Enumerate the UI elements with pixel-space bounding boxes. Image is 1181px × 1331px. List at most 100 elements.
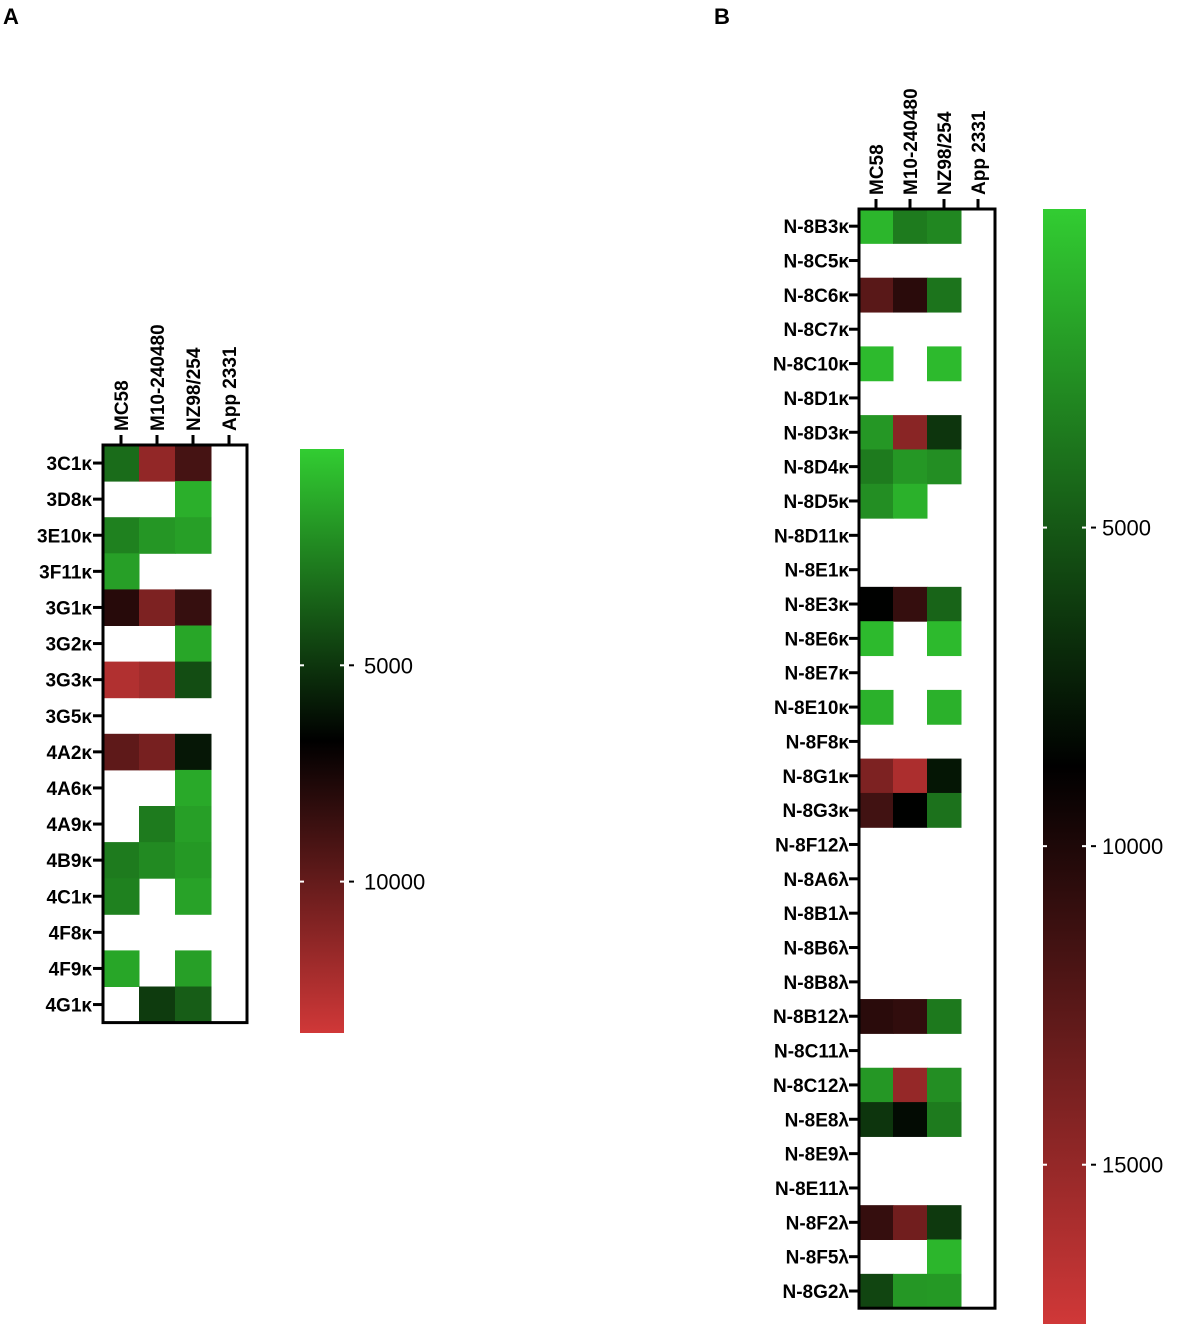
row-label-n-8d4k: N-8D4κ — [784, 458, 850, 479]
heatmap-cell-n-8g3k-mc58 — [859, 792, 894, 828]
heatmap-cell-4g1k-m10-240480 — [139, 986, 176, 1024]
colorbar-tick-label: 5000 — [1102, 516, 1151, 541]
heatmap-cell-n-8c12l-nz98-254 — [927, 1067, 962, 1103]
heatmap-cell-4a6k-nz98-254 — [175, 769, 212, 807]
colorbar-tick-label: 10000 — [364, 870, 425, 895]
row-label-n-8d3k: N-8D3κ — [784, 423, 850, 444]
row-label-n-8e7k: N-8E7κ — [785, 664, 850, 685]
heatmap-cell-n-8b3k-mc58 — [859, 209, 894, 244]
row-label-n-8c12l: N-8C12λ — [773, 1076, 849, 1097]
heatmap-cell-n-8d5k-m10-240480 — [893, 483, 928, 519]
row-label-3g1k: 3G1κ — [45, 598, 92, 619]
heatmap-cell-3c1k-m10-240480 — [139, 445, 176, 482]
heatmap-cell-4a9k-nz98-254 — [175, 806, 212, 843]
heatmap-cell-n-8e6k-nz98-254 — [927, 621, 962, 657]
colorbar — [1043, 209, 1086, 1324]
row-label-3e10k: 3E10κ — [37, 526, 92, 547]
heatmap-cell-4b9k-nz98-254 — [175, 842, 212, 879]
column-label-nz98-254: NZ98/254 — [184, 347, 205, 431]
row-label-n-8c6k: N-8C6κ — [784, 286, 850, 307]
column-label-mc58: MC58 — [112, 380, 133, 431]
heatmap-cell-n-8e8l-nz98-254 — [927, 1102, 962, 1137]
row-label-n-8d5k: N-8D5κ — [784, 492, 850, 513]
heatmap-cell-n-8b3k-nz98-254 — [927, 209, 962, 244]
heatmap-cell-n-8g2l-mc58 — [859, 1273, 894, 1309]
panel-letter-a: A — [3, 4, 19, 29]
colorbar — [300, 449, 344, 1033]
colorbar-tick-label: 5000 — [364, 653, 413, 678]
heatmap-cell-n-8g1k-m10-240480 — [893, 758, 928, 794]
column-label-app-2331: App 2331 — [220, 346, 241, 431]
heatmap-cell-n-8e6k-mc58 — [859, 621, 894, 657]
row-label-n-8g2l: N-8G2λ — [782, 1282, 849, 1303]
heatmap-panel-a: 3C1κ 3D8κ 3E10κ 3F11κ 3G1κ 3G2κ 3G3κ 3G5κ 4A2κ 4A… — [37, 324, 425, 1033]
heatmap-cell-4c1k-nz98-254 — [175, 878, 212, 915]
heatmap-cell-4g1k-nz98-254 — [175, 986, 212, 1024]
row-label-n-8g1k: N-8G1κ — [782, 767, 849, 788]
row-label-3c1k: 3C1κ — [47, 454, 93, 475]
heatmap-cell-n-8g1k-nz98-254 — [927, 758, 962, 794]
panel-letter-b: B — [714, 4, 730, 29]
row-label-n-8f8k: N-8F8κ — [786, 732, 850, 753]
heatmap-cell-n-8g3k-m10-240480 — [893, 792, 928, 828]
heatmap-cell-3g3k-m10-240480 — [139, 661, 176, 699]
heatmap-cell-4c1k-mc58 — [103, 878, 140, 915]
row-label-4f9k: 4F9κ — [49, 959, 93, 980]
row-label-4f8k: 4F8κ — [49, 923, 93, 944]
heatmap-cell-n-8f2l-nz98-254 — [927, 1205, 962, 1240]
heatmap-cell-n-8c6k-m10-240480 — [893, 277, 928, 313]
row-label-n-8d11k: N-8D11κ — [774, 526, 849, 547]
heatmap-cell-4b9k-mc58 — [103, 842, 140, 879]
column-label-nz98-254: NZ98/254 — [935, 111, 956, 195]
row-label-n-8b6l: N-8B6λ — [784, 939, 850, 960]
heatmap-cell-3g1k-mc58 — [103, 589, 140, 626]
heatmap-cell-n-8e8l-m10-240480 — [893, 1102, 928, 1137]
column-label-m10-240480: M10-240480 — [901, 88, 922, 195]
row-label-n-8e9l: N-8E9λ — [785, 1145, 850, 1166]
heatmap-cell-3d8k-nz98-254 — [175, 481, 212, 518]
row-label-4g1k: 4G1κ — [45, 996, 92, 1017]
row-label-n-8c5k: N-8C5κ — [784, 252, 850, 273]
column-label-mc58: MC58 — [867, 144, 888, 195]
row-label-4a2k: 4A2κ — [47, 743, 93, 764]
heatmap-cell-n-8e3k-nz98-254 — [927, 586, 962, 622]
heatmap-cell-4f9k-mc58 — [103, 950, 140, 987]
row-label-n-8e3k: N-8E3κ — [785, 595, 850, 616]
heatmap-cell-n-8b12l-m10-240480 — [893, 999, 928, 1034]
heatmap-cell-n-8c6k-nz98-254 — [927, 277, 962, 313]
row-label-4a9k: 4A9κ — [47, 815, 93, 836]
row-label-3g3k: 3G3κ — [45, 671, 92, 692]
heatmap-cell-n-8d4k-nz98-254 — [927, 449, 962, 485]
row-label-n-8e11l: N-8E11λ — [775, 1179, 849, 1200]
heatmap-cell-n-8b3k-m10-240480 — [893, 209, 928, 244]
heatmap-cell-n-8g2l-nz98-254 — [927, 1273, 962, 1309]
row-label-n-8e6k: N-8E6κ — [785, 629, 850, 650]
heatmap-cell-n-8d3k-m10-240480 — [893, 415, 928, 450]
heatmap-cell-3c1k-nz98-254 — [175, 445, 212, 482]
row-label-4b9k: 4B9κ — [47, 851, 93, 872]
colorbar-tick-label: 15000 — [1102, 1153, 1163, 1178]
row-label-n-8a6l: N-8A6λ — [784, 870, 850, 891]
row-label-n-8f2l: N-8F2λ — [786, 1213, 850, 1234]
row-label-n-8b3k: N-8B3κ — [784, 217, 850, 238]
row-label-n-8f5l: N-8F5λ — [786, 1248, 850, 1269]
row-label-n-8e10k: N-8E10κ — [774, 698, 849, 719]
heatmap-cell-n-8e8l-mc58 — [859, 1102, 894, 1137]
row-label-n-8d1k: N-8D1κ — [784, 389, 850, 410]
column-label-m10-240480: M10-240480 — [148, 324, 169, 431]
heatmap-cell-3g2k-nz98-254 — [175, 625, 212, 663]
heatmap-cell-n-8e10k-mc58 — [859, 689, 894, 725]
heatmap-frame — [857, 207, 997, 1310]
row-label-3f11k: 3F11κ — [39, 562, 92, 583]
row-label-4a6k: 4A6κ — [47, 779, 93, 800]
heatmap-cell-3g1k-nz98-254 — [175, 589, 212, 626]
heatmap-cell-4b9k-m10-240480 — [139, 842, 176, 879]
row-label-3g2k: 3G2κ — [45, 635, 92, 656]
row-label-n-8g3k: N-8G3κ — [782, 801, 849, 822]
heatmap-cell-3f11k-mc58 — [103, 553, 140, 590]
heatmap-cell-4a9k-m10-240480 — [139, 806, 176, 843]
column-label-app-2331: App 2331 — [969, 110, 990, 195]
heatmap-cell-4a2k-mc58 — [103, 733, 140, 771]
heatmap-cell-n-8d3k-nz98-254 — [927, 415, 962, 450]
